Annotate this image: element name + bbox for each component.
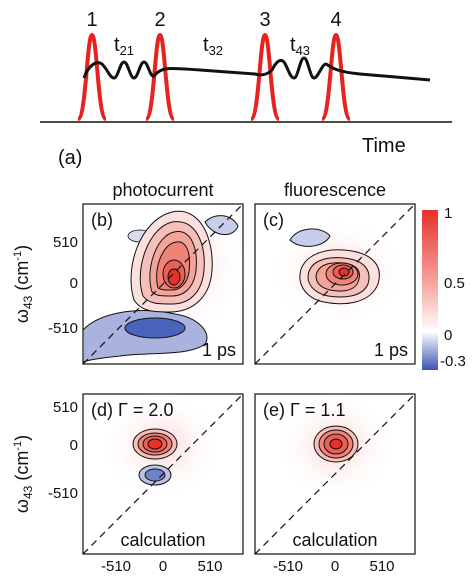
panel-tag-c: (c) [263,210,284,230]
blue-core-b [124,317,186,339]
x-tick-510-left: 510 [197,558,222,575]
map-panel-e: (e) Γ = 1.1 calculation [254,393,416,555]
pulse-label-2: 2 [154,9,165,31]
map-panel-b: (b) 1 ps [82,203,244,365]
signal-trace [82,56,431,82]
pulse-label-1: 1 [86,9,97,31]
pulse-1 [76,32,108,121]
column-header-photocurrent: photocurrent [112,180,213,200]
panel-tag-b: (b) [91,210,113,230]
pulse-3 [249,32,281,121]
y-tick-0-top: 0 [70,275,78,292]
delay-label-t43: t43 [290,34,310,58]
y-tick-neg510-top: -510 [48,320,78,337]
delay-note-b: 1 ps [202,340,236,360]
y-tick-510-bottom: 510 [53,399,78,416]
map-panel-d: (d) Γ = 2.0 calculation [82,393,244,555]
calculation-note-e: calculation [292,530,377,550]
blue-blob-c [289,228,331,247]
panel-tag-d: (d) Γ = 2.0 [91,400,173,420]
colorbar-tick-0: 0 [444,327,452,344]
delay-label-t32: t32 [203,34,223,58]
delay-note-c: 1 ps [374,340,408,360]
y-tick-0-bottom: 0 [70,437,78,454]
pulse-2 [144,32,176,121]
calculation-note-d: calculation [120,530,205,550]
pulse-4 [320,32,352,121]
map-panel-c: (c) 1 ps [254,203,416,365]
x-tick-neg510-left: -510 [101,558,131,575]
y-tick-510-top: 510 [53,234,78,251]
colorbar-tick-1: 1 [444,205,452,222]
colorbar-tick-neg0-3: -0.3 [440,353,466,370]
panel-tag-e: (e) Γ = 1.1 [263,400,345,420]
pulse-label-3: 3 [259,9,270,31]
colorbar-gradient [422,210,438,370]
column-header-fluorescence: fluorescence [284,180,386,200]
x-tick-510-right: 510 [369,558,394,575]
pulse-label-4: 4 [330,9,341,31]
y-axis-label-top: ω43 (cm-1) [12,245,35,323]
panel-label-a: (a) [58,147,82,169]
delay-label-t21: t21 [114,34,134,58]
time-axis-label: Time [362,135,406,157]
colorbar-tick-0-5: 0.5 [444,275,465,292]
x-tick-0-right: 0 [331,558,339,575]
timeline-panel: 1 2 3 4 t21 t32 t43 Time (a) [40,9,452,169]
y-tick-neg510-bottom: -510 [48,485,78,502]
x-tick-0-left: 0 [159,558,167,575]
x-tick-neg510-right: -510 [273,558,303,575]
y-axis-label-bottom: ω43 (cm-1) [12,435,35,513]
colorbar: 1 0.5 0 -0.3 [422,205,466,370]
